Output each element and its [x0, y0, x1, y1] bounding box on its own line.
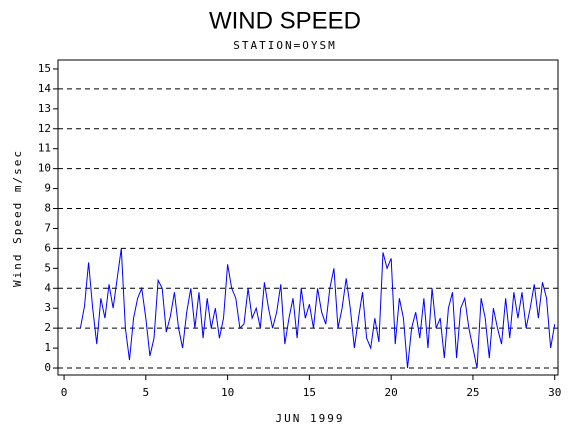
y-tick-label: 1: [44, 341, 51, 354]
x-axis-label: JUN 1999: [276, 412, 345, 425]
y-tick-label: 0: [44, 361, 51, 374]
y-tick-label: 4: [44, 281, 51, 294]
plot-frame: [57, 59, 559, 376]
x-tick-label: 5: [143, 386, 150, 399]
x-tick-label: 10: [221, 386, 234, 399]
chart-title: WIND SPEED: [209, 7, 361, 34]
x-tick-label: 30: [548, 386, 561, 399]
y-tick-label: 5: [44, 261, 51, 274]
y-tick-label: 10: [38, 162, 51, 175]
y-tick-label: 11: [38, 142, 51, 155]
y-tick-label: 15: [38, 62, 51, 75]
y-tick-label: 13: [38, 102, 51, 115]
y-tick-label: 3: [44, 301, 51, 314]
y-axis-label: Wind Speed m/sec: [11, 149, 24, 287]
y-tick-label: 9: [44, 182, 51, 195]
y-tick-label: 6: [44, 241, 51, 254]
x-tick-label: 25: [466, 386, 479, 399]
x-tick-label: 0: [61, 386, 68, 399]
y-tick-label: 14: [38, 82, 52, 95]
x-tick-label: 20: [385, 386, 398, 399]
x-tick-label: 15: [303, 386, 316, 399]
y-tick-label: 7: [44, 221, 51, 234]
data-line: [79, 248, 556, 369]
chart-subtitle: STATION=OYSM: [233, 39, 336, 52]
y-tick-label: 12: [38, 122, 51, 135]
y-tick-label: 2: [44, 321, 51, 334]
y-tick-label: 8: [44, 202, 51, 215]
